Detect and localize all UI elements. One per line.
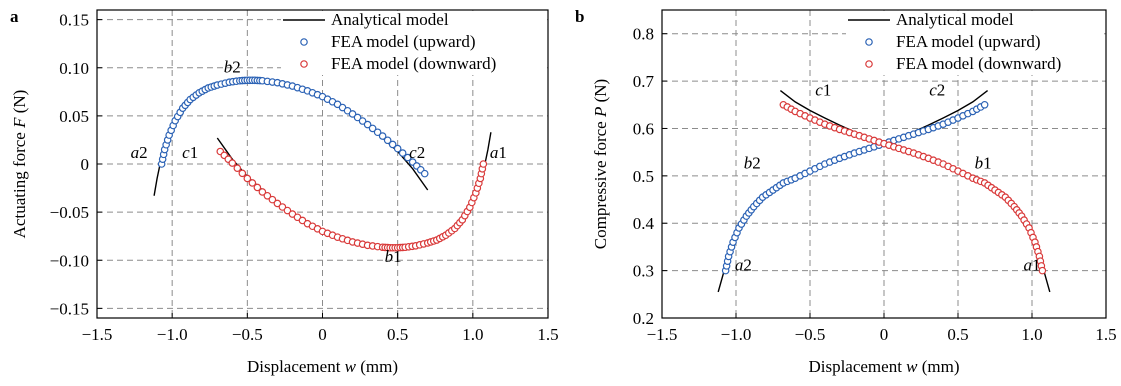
fea-upward-point <box>353 113 362 122</box>
fea-upward-point <box>980 100 989 109</box>
legend-label: FEA model (upward) <box>896 32 1040 51</box>
panel-label: a <box>10 7 19 26</box>
fea-upward-point <box>388 140 397 149</box>
legend-marker-downward <box>300 60 308 68</box>
x-tick-label: −1.0 <box>157 325 188 344</box>
legend-label: FEA model (downward) <box>331 54 496 73</box>
fea-upward-point <box>358 117 367 125</box>
fea-downward-point <box>228 159 237 167</box>
legend-label: FEA model (upward) <box>331 32 475 51</box>
x-tick-label: 0 <box>318 325 327 344</box>
x-tick-label: −1.5 <box>82 325 113 344</box>
fea-downward-point <box>268 195 277 204</box>
fea-downward-point <box>233 164 242 172</box>
chart-panel-a: −1.5 −1.0 −0.5 0 0.5 1.0 1.5 −0.15 −0.10 −0.05 0 0.… <box>10 7 559 376</box>
x-tick-label: 0 <box>880 325 889 344</box>
fea-downward-point <box>1038 266 1047 275</box>
annotation-a1: a1 <box>490 143 507 162</box>
y-tick-label: 0.3 <box>633 262 654 281</box>
x-tick-label: 0.5 <box>947 325 968 344</box>
panel-label: b <box>575 7 584 26</box>
chart-panel-b: −1.5 −1.0 −0.5 0 0.5 1.0 1.5 0.2 0.3 0.4 0.5 0.6 0.7… <box>575 7 1117 376</box>
x-axis-label: Displacement w (mm) <box>808 357 959 376</box>
annotation-b2: b2 <box>224 58 241 77</box>
legend-marker-downward <box>865 60 873 68</box>
x-tick-label: −1.5 <box>647 325 678 344</box>
fea-upward-point <box>383 136 392 145</box>
y-tick-label: 0.10 <box>59 59 89 78</box>
annotation-a2: a2 <box>131 143 148 162</box>
x-tick-label: 1.0 <box>462 325 483 344</box>
plot-frame <box>96 9 549 319</box>
legend-marker-upward <box>865 38 873 46</box>
y-tick-label: 0.15 <box>59 11 89 30</box>
y-tick-label: 0.2 <box>633 309 654 328</box>
fea-upward-point <box>348 110 357 118</box>
x-tick-label: 1.5 <box>1095 325 1116 344</box>
fea-downward-point <box>273 199 282 208</box>
y-tick-label: 0.5 <box>633 167 654 186</box>
fea-downward-point <box>253 183 262 192</box>
fea-upward-point <box>363 120 372 129</box>
annotation-a1: a1 <box>1024 256 1041 275</box>
fea-upward-point <box>398 149 407 157</box>
x-tick-label: 0.5 <box>387 325 408 344</box>
fea-downward-point <box>278 203 287 211</box>
fea-downward-point <box>238 169 247 178</box>
legend-label: Analytical model <box>896 10 1014 29</box>
y-tick-label: −0.10 <box>50 251 89 270</box>
legend-label: FEA model (downward) <box>896 54 1061 73</box>
x-tick-label: −0.5 <box>795 325 826 344</box>
fea-downward-point <box>243 174 252 183</box>
y-tick-label: −0.05 <box>50 203 89 222</box>
fea-downward-point <box>263 191 272 200</box>
y-axis-label: Compressive force P (N) <box>591 79 610 249</box>
fea-downward-point <box>479 160 488 168</box>
x-tick-label: −1.0 <box>721 325 752 344</box>
x-tick-label: 1.0 <box>1021 325 1042 344</box>
fea-upward-point <box>373 128 382 137</box>
y-tick-label: 0.7 <box>633 72 655 91</box>
annotation-c2: c2 <box>929 80 945 99</box>
annotation-c1: c1 <box>815 80 831 99</box>
x-tick-label: 1.5 <box>537 325 558 344</box>
legend: Analytical model FEA model (upward) FEA mo… <box>281 10 546 75</box>
fea-downward-point <box>248 179 257 187</box>
fea-upward-point <box>420 169 429 178</box>
annotation-c2: c2 <box>409 143 425 162</box>
fea-upward-point <box>393 144 402 153</box>
fea-upward-point <box>403 153 412 162</box>
annotation-b2: b2 <box>744 154 761 173</box>
y-tick-label: 0.05 <box>59 107 89 126</box>
legend-background <box>846 11 1104 75</box>
annotation-a2: a2 <box>735 256 752 275</box>
annotation-b1: b1 <box>385 247 402 266</box>
fea-upward-point <box>368 124 377 133</box>
y-tick-label: −0.15 <box>50 299 89 318</box>
fea-downward-point <box>258 188 267 196</box>
y-tick-label: 0 <box>81 155 90 174</box>
fea-downward-point <box>283 206 292 215</box>
annotation-b1: b1 <box>975 154 992 173</box>
fea-upward-point <box>378 132 387 140</box>
x-tick-label: −0.5 <box>232 325 263 344</box>
legend-label: Analytical model <box>331 10 449 29</box>
y-axis-label: Actuating force F (N) <box>10 90 29 239</box>
annotation-c1: c1 <box>182 143 198 162</box>
y-tick-label: 0.8 <box>633 25 654 44</box>
y-tick-label: 0.4 <box>633 214 655 233</box>
plot-frame <box>661 9 1107 319</box>
legend-marker-upward <box>300 38 308 46</box>
legend: Analytical model FEA model (upward) FEA mo… <box>846 10 1104 75</box>
y-tick-label: 0.6 <box>633 119 654 138</box>
x-axis-label: Displacement w (mm) <box>247 357 398 376</box>
legend-background <box>281 11 546 75</box>
